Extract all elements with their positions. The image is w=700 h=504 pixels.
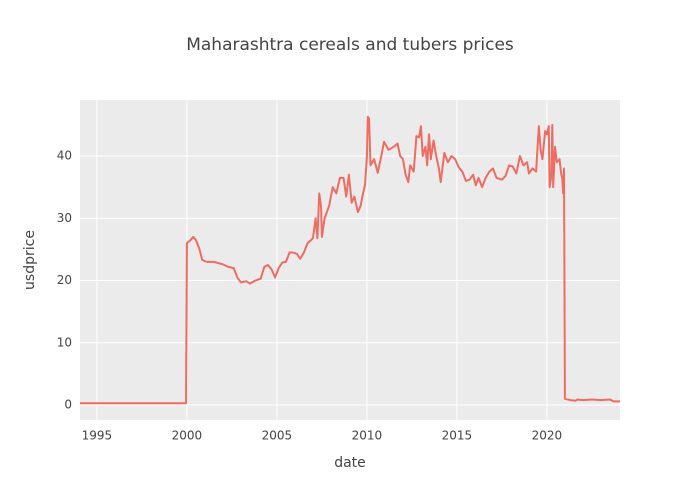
plot-area — [80, 100, 620, 420]
x-tick-label: 2005 — [262, 429, 293, 443]
y-tick-label: 40 — [57, 149, 72, 163]
y-tick-label: 0 — [64, 398, 72, 412]
y-tick-label: 10 — [57, 335, 72, 349]
data-line — [80, 115, 620, 405]
x-tick-label: 2015 — [442, 429, 473, 443]
y-tick-label: 30 — [57, 211, 72, 225]
x-tick-label: 2010 — [352, 429, 383, 443]
chart-title: Maharashtra cereals and tubers prices — [186, 35, 514, 55]
x-tick-label: 2020 — [532, 429, 563, 443]
x-tick-label: 1995 — [82, 429, 113, 443]
x-axis-title: date — [334, 455, 366, 471]
y-tick-label: 20 — [57, 273, 72, 287]
y-axis-title: usdprice — [22, 230, 38, 290]
x-tick-label: 2000 — [172, 429, 203, 443]
